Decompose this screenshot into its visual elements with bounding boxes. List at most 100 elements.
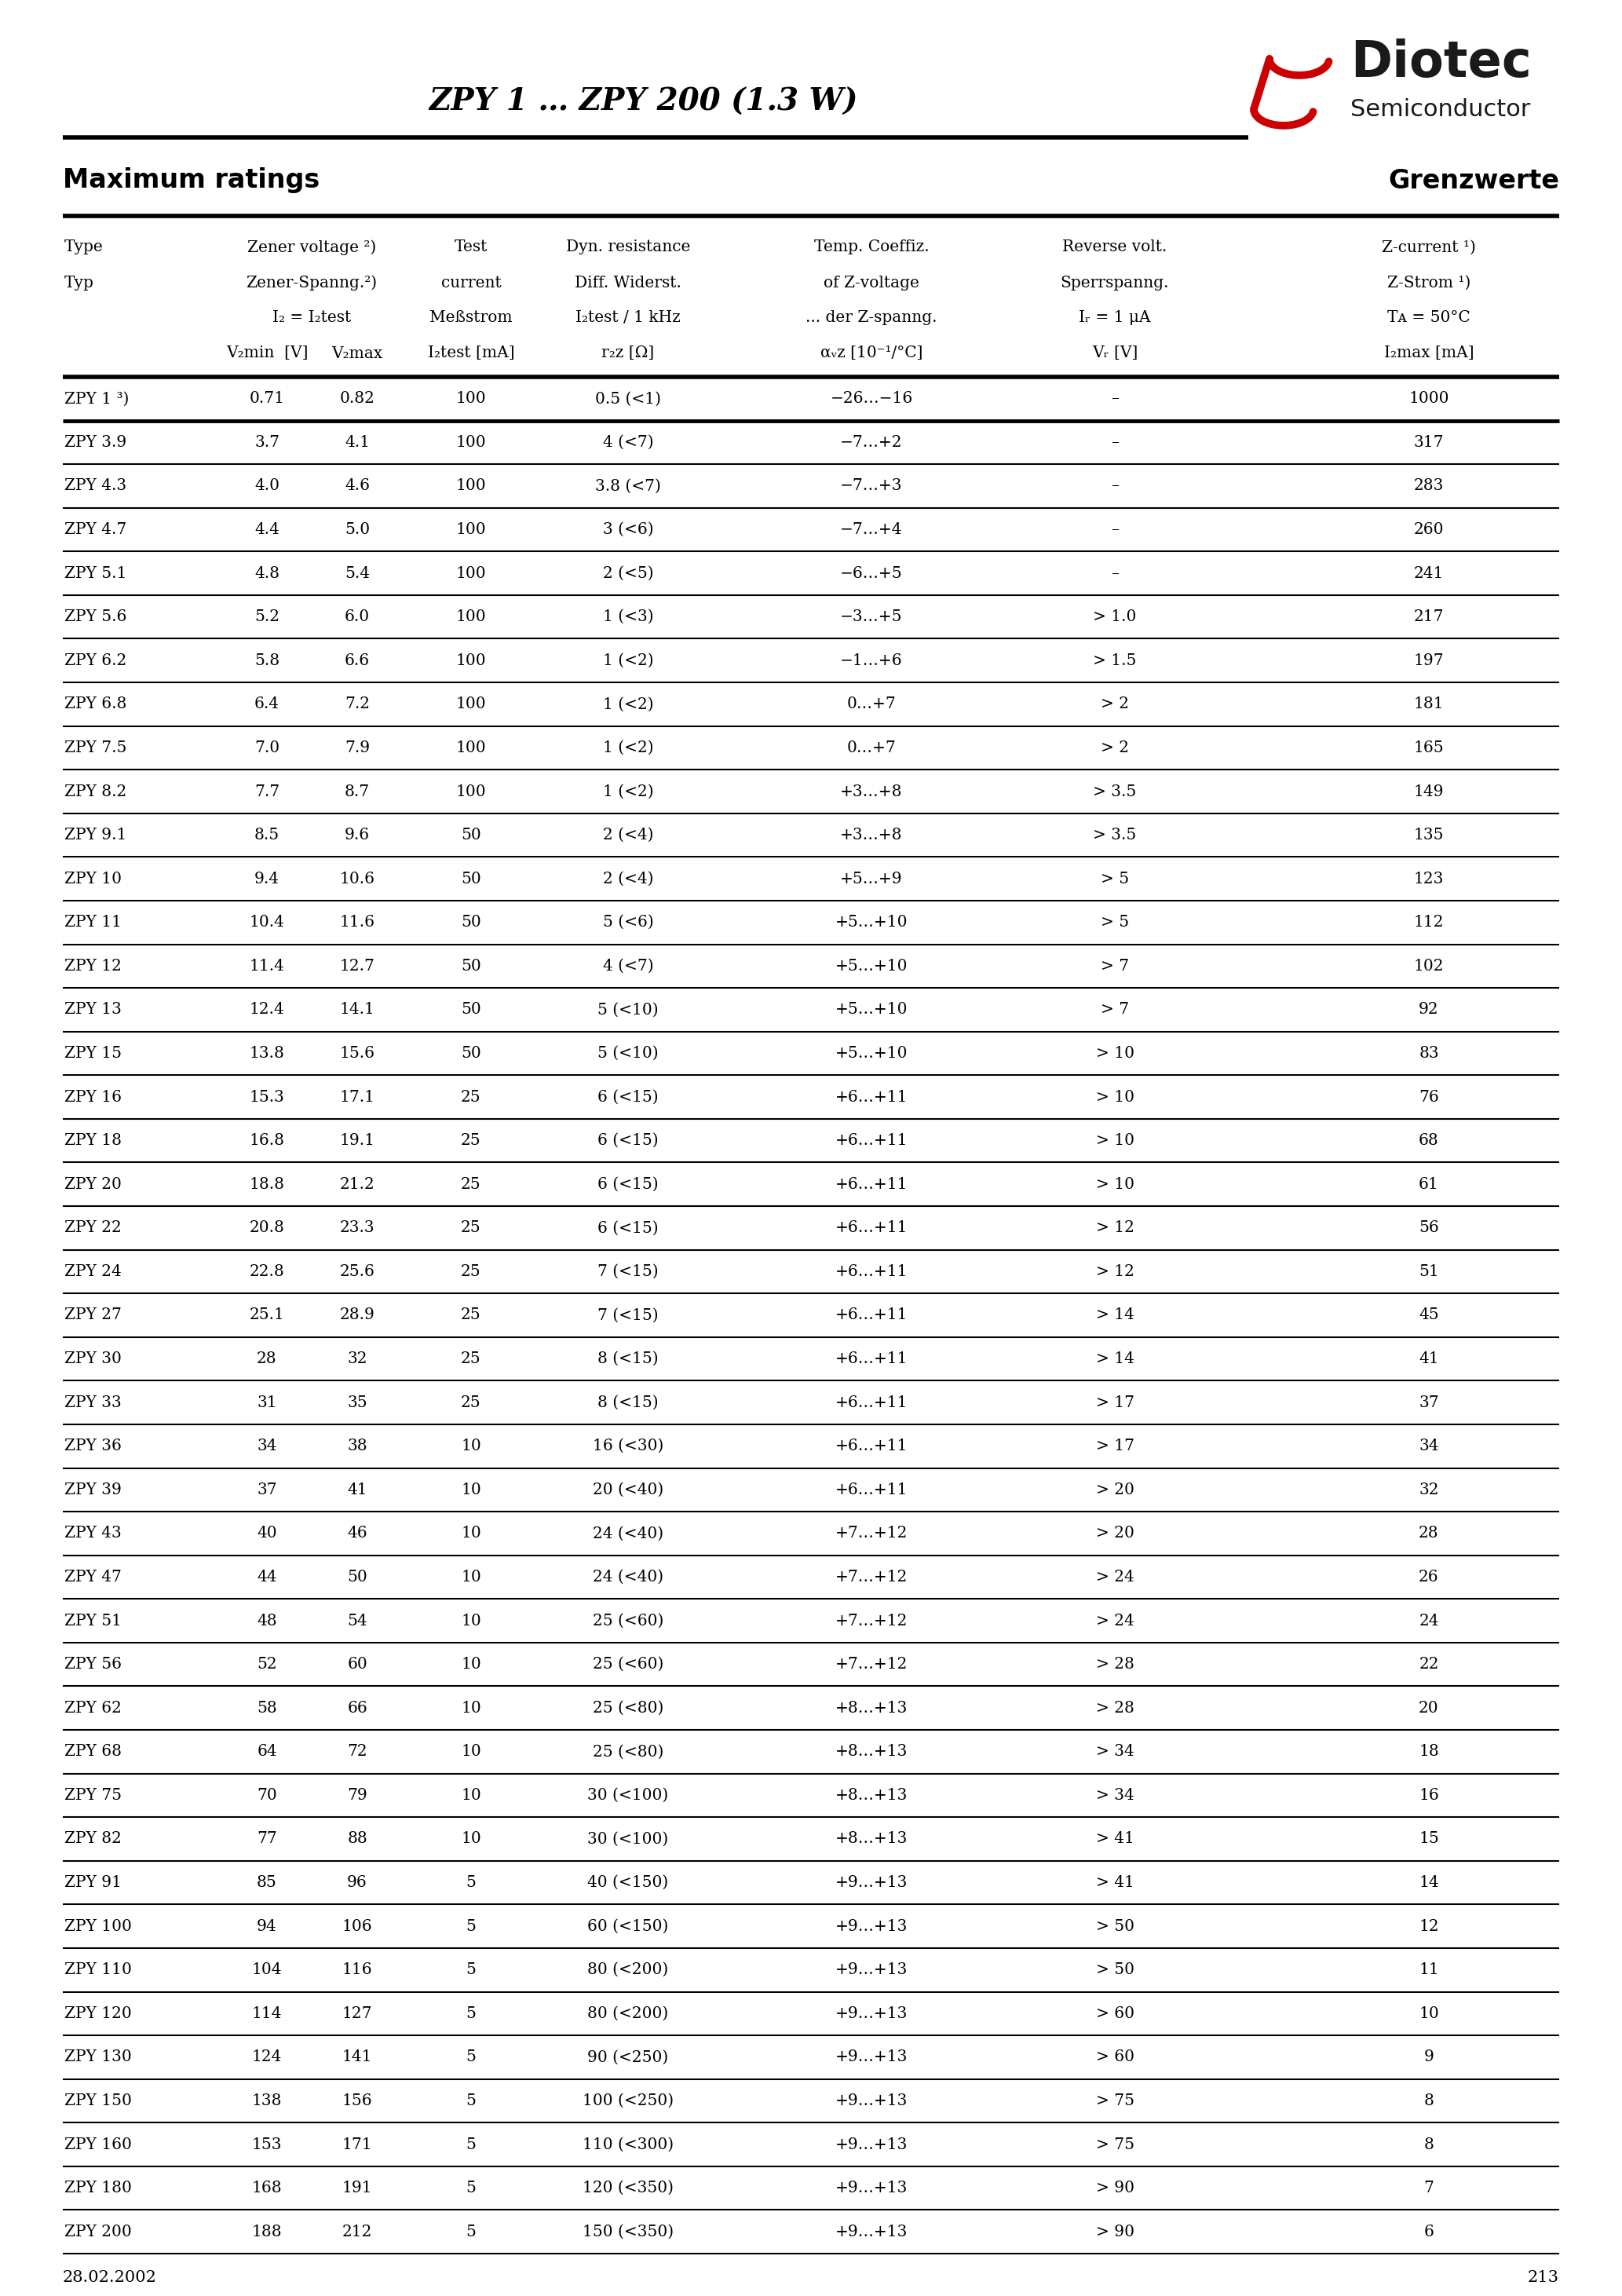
Text: 23.3: 23.3 — [339, 1221, 375, 1235]
Text: +9…+13: +9…+13 — [835, 1919, 908, 1933]
Text: > 90: > 90 — [1095, 2225, 1134, 2239]
Text: 4.4: 4.4 — [255, 521, 279, 537]
Text: > 28: > 28 — [1095, 1701, 1134, 1715]
Text: 24 (<40): 24 (<40) — [592, 1570, 663, 1584]
Text: 25: 25 — [461, 1178, 482, 1192]
Text: 37: 37 — [256, 1483, 277, 1497]
Text: 50: 50 — [461, 960, 482, 974]
Text: ZPY 120: ZPY 120 — [65, 2007, 131, 2020]
Text: > 5: > 5 — [1101, 872, 1129, 886]
Text: 241: 241 — [1414, 565, 1444, 581]
Text: 0…+7: 0…+7 — [847, 696, 895, 712]
Text: > 20: > 20 — [1095, 1483, 1134, 1497]
Text: +6…+11: +6…+11 — [835, 1396, 908, 1410]
Text: Tᴀ = 50°C: Tᴀ = 50°C — [1387, 310, 1471, 326]
Text: 100: 100 — [456, 696, 487, 712]
Text: 153: 153 — [251, 2138, 282, 2151]
Text: 25: 25 — [461, 1396, 482, 1410]
Text: 6 (<15): 6 (<15) — [597, 1091, 659, 1104]
Text: 19.1: 19.1 — [339, 1134, 375, 1148]
Text: 283: 283 — [1414, 478, 1444, 494]
Text: 45: 45 — [1419, 1309, 1439, 1322]
Text: 156: 156 — [342, 2094, 373, 2108]
Text: 22.8: 22.8 — [250, 1265, 284, 1279]
Text: > 7: > 7 — [1101, 960, 1129, 974]
Text: 1 (<2): 1 (<2) — [603, 696, 654, 712]
Text: +7…+12: +7…+12 — [835, 1527, 908, 1541]
Text: 3.8 (<7): 3.8 (<7) — [595, 478, 662, 494]
Text: > 2: > 2 — [1101, 739, 1129, 755]
Text: –: – — [1111, 390, 1119, 406]
Text: 68: 68 — [1419, 1134, 1439, 1148]
Text: ZPY 16: ZPY 16 — [65, 1091, 122, 1104]
Text: 1 (<2): 1 (<2) — [603, 783, 654, 799]
Text: +7…+12: +7…+12 — [835, 1614, 908, 1628]
Text: ZPY 91: ZPY 91 — [65, 1876, 122, 1890]
Text: 7.0: 7.0 — [255, 739, 279, 755]
Text: 25: 25 — [461, 1134, 482, 1148]
Text: 8.7: 8.7 — [344, 783, 370, 799]
Text: Sperrspanng.: Sperrspanng. — [1061, 276, 1169, 289]
Text: 10: 10 — [461, 1789, 482, 1802]
Text: > 41: > 41 — [1095, 1876, 1134, 1890]
Text: Type: Type — [65, 239, 104, 255]
Text: +6…+11: +6…+11 — [835, 1091, 908, 1104]
Text: +6…+11: +6…+11 — [835, 1309, 908, 1322]
Text: 5: 5 — [466, 2181, 477, 2195]
Text: 4.6: 4.6 — [344, 478, 370, 494]
Text: 20.8: 20.8 — [250, 1221, 284, 1235]
Text: > 7: > 7 — [1101, 1003, 1129, 1017]
Text: ZPY 11: ZPY 11 — [65, 916, 122, 930]
Text: ZPY 51: ZPY 51 — [65, 1614, 122, 1628]
Text: 217: 217 — [1414, 608, 1444, 625]
Text: > 2: > 2 — [1101, 696, 1129, 712]
Text: 35: 35 — [347, 1396, 367, 1410]
Text: −3…+5: −3…+5 — [840, 608, 903, 625]
Text: −7…+4: −7…+4 — [840, 521, 903, 537]
Text: 260: 260 — [1414, 521, 1444, 537]
Text: > 17: > 17 — [1095, 1440, 1134, 1453]
Text: 5: 5 — [466, 1876, 477, 1890]
Text: +6…+11: +6…+11 — [835, 1352, 908, 1366]
Text: 13.8: 13.8 — [250, 1047, 284, 1061]
Text: ZPY 6.2: ZPY 6.2 — [65, 652, 127, 668]
Text: 1000: 1000 — [1408, 390, 1448, 406]
Text: –: – — [1111, 478, 1119, 494]
Text: +3…+8: +3…+8 — [840, 783, 903, 799]
Text: 10.4: 10.4 — [250, 916, 284, 930]
Text: 10: 10 — [461, 1832, 482, 1846]
Text: 213: 213 — [1528, 2271, 1559, 2285]
Text: 22: 22 — [1419, 1658, 1439, 1671]
Text: ZPY 39: ZPY 39 — [65, 1483, 122, 1497]
Text: ZPY 15: ZPY 15 — [65, 1047, 122, 1061]
Text: 34: 34 — [1419, 1440, 1439, 1453]
Text: 3.7: 3.7 — [255, 434, 279, 450]
Text: 17.1: 17.1 — [339, 1091, 375, 1104]
Text: ZPY 24: ZPY 24 — [65, 1265, 122, 1279]
Text: 60 (<150): 60 (<150) — [587, 1919, 668, 1933]
Text: 8 (<15): 8 (<15) — [597, 1352, 659, 1366]
Text: 72: 72 — [347, 1745, 367, 1759]
Text: 100: 100 — [456, 434, 487, 450]
Text: ZPY 47: ZPY 47 — [65, 1570, 122, 1584]
Text: +7…+12: +7…+12 — [835, 1570, 908, 1584]
Text: 6 (<15): 6 (<15) — [597, 1178, 659, 1192]
Text: > 5: > 5 — [1101, 916, 1129, 930]
Text: ZPY 13: ZPY 13 — [65, 1003, 122, 1017]
Text: 100: 100 — [456, 783, 487, 799]
Text: ZPY 36: ZPY 36 — [65, 1440, 122, 1453]
Text: +5…+10: +5…+10 — [835, 1003, 908, 1017]
Text: > 50: > 50 — [1095, 1963, 1134, 1977]
Text: 4.1: 4.1 — [344, 434, 370, 450]
Text: 51: 51 — [1419, 1265, 1439, 1279]
Text: 12.7: 12.7 — [339, 960, 375, 974]
Text: 7.9: 7.9 — [344, 739, 370, 755]
Text: 168: 168 — [251, 2181, 282, 2195]
Text: 85: 85 — [256, 1876, 277, 1890]
Text: 188: 188 — [251, 2225, 282, 2239]
Text: Semiconductor: Semiconductor — [1351, 99, 1531, 122]
Text: 6.0: 6.0 — [344, 608, 370, 625]
Text: 37: 37 — [1419, 1396, 1439, 1410]
Text: ZPY 20: ZPY 20 — [65, 1178, 122, 1192]
Text: 212: 212 — [342, 2225, 373, 2239]
